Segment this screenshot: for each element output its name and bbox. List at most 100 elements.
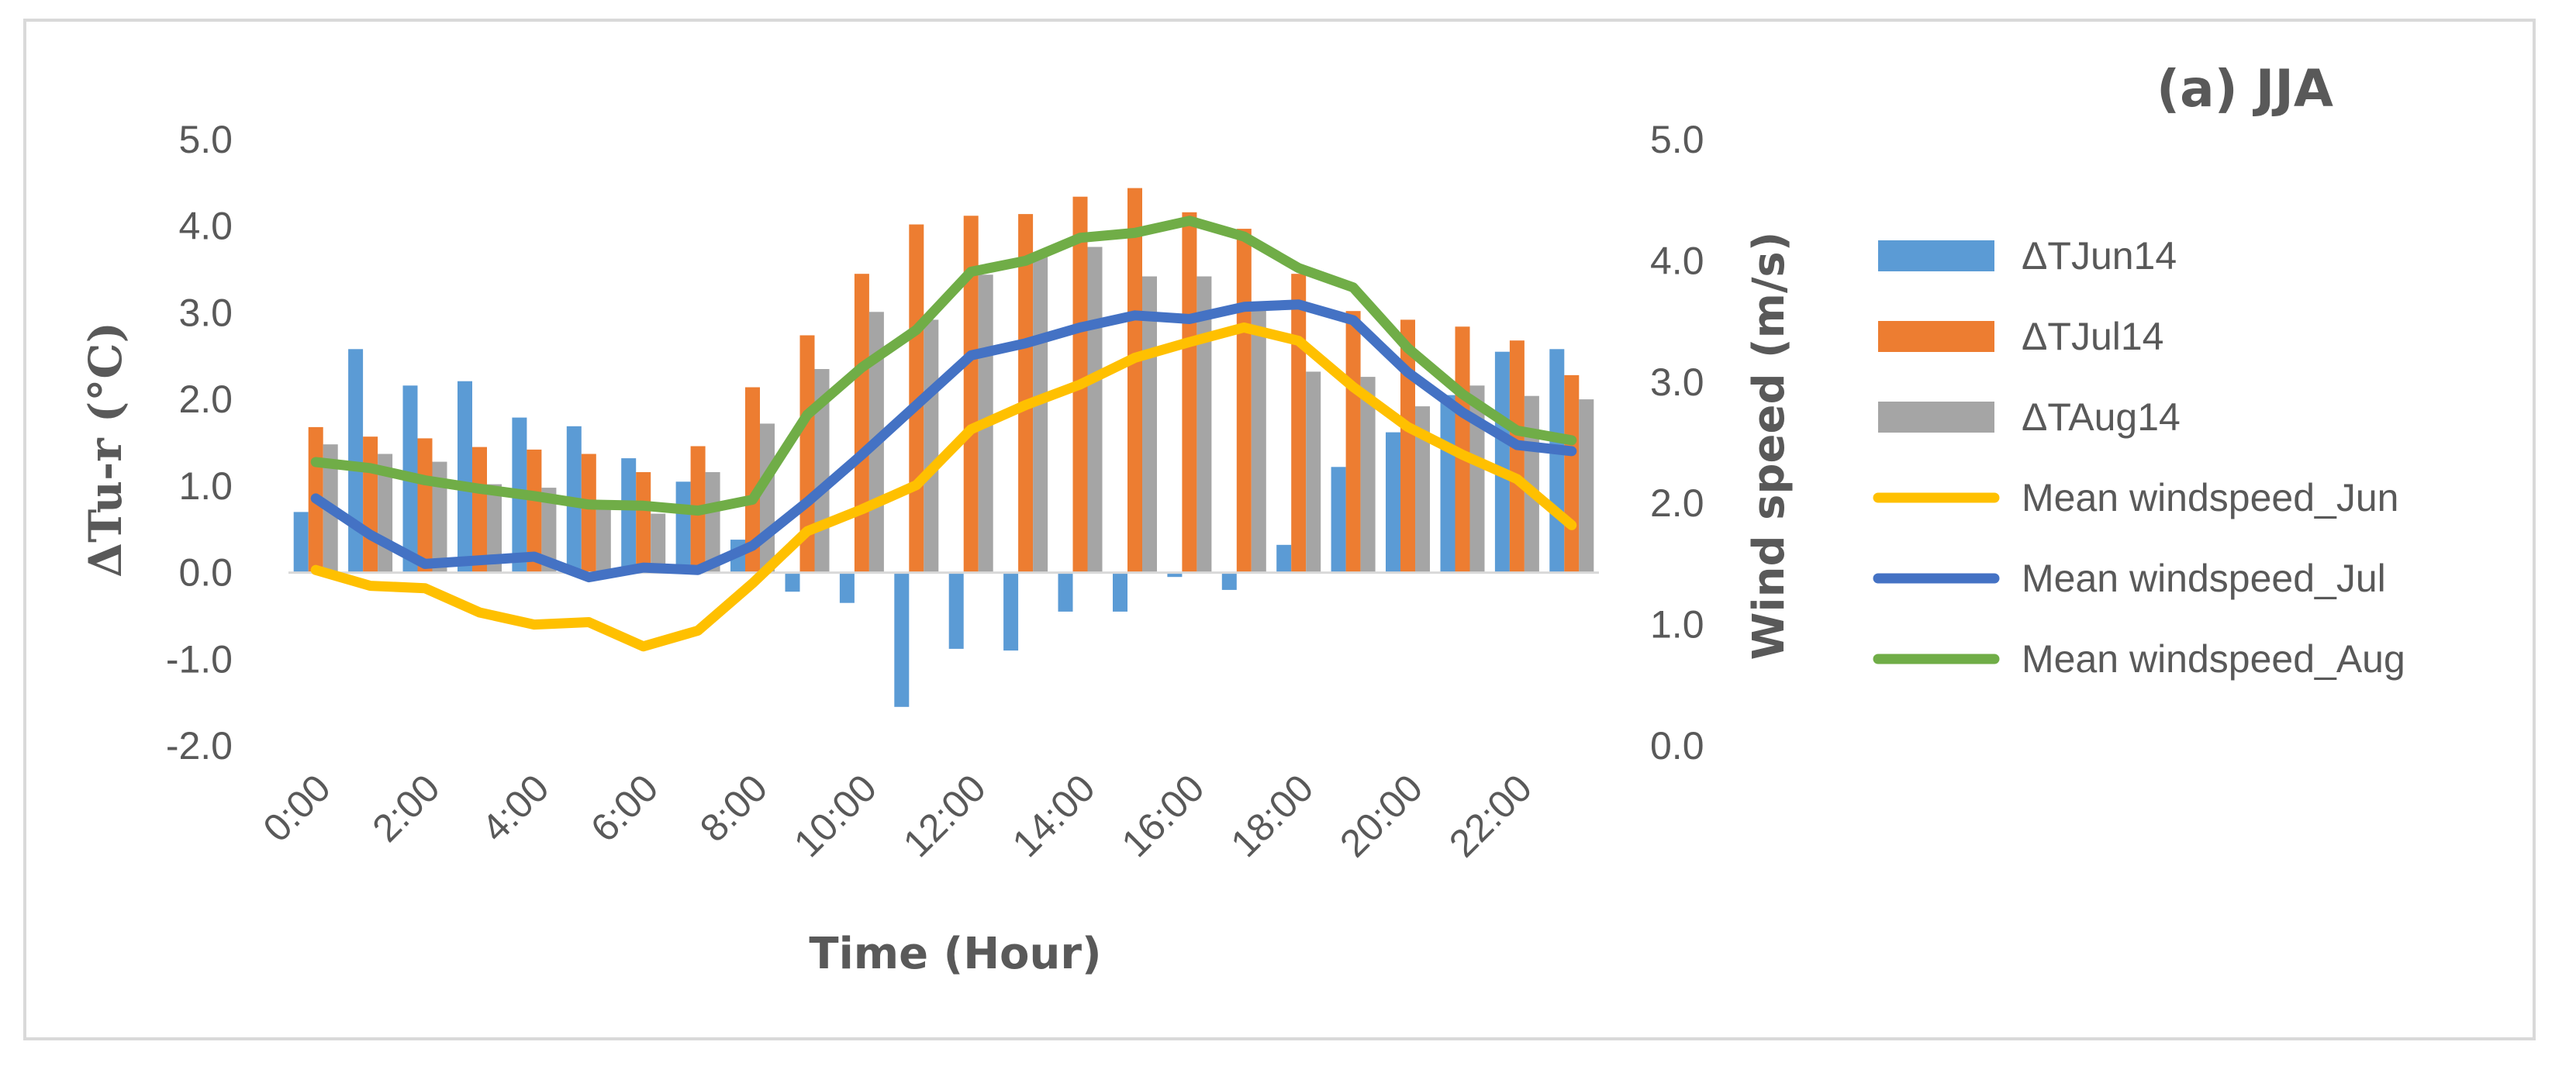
x-tick-label: 20:00: [1331, 766, 1431, 865]
bar-ΔTJun14-12: [948, 572, 964, 649]
bar-ΔTJul14-19: [1345, 311, 1361, 573]
bar-ΔTJun14-15: [1113, 572, 1127, 612]
y-tick-label: -1.0: [166, 637, 233, 681]
bar-ΔTJul14-10: [854, 274, 869, 573]
y2-tick-label: 4.0: [1650, 239, 1704, 282]
y-tick-label: 3.0: [178, 291, 233, 334]
line-Mean windspeed_Jun: [310, 322, 1577, 652]
bar-ΔTJun14-18: [1276, 544, 1292, 573]
bar-ΔTJun14-3: [458, 381, 472, 573]
legend: ΔTJun14 ΔTJul14 ΔTAug14 Mean windspeed_Jun M…: [1873, 234, 2405, 681]
bar-ΔTAug14-8: [760, 423, 775, 573]
bar-ΔTAug14-20: [1415, 406, 1430, 573]
bar-ΔTJul14-20: [1400, 319, 1415, 573]
line-Mean windspeed_Jul: [310, 299, 1577, 583]
bar-ΔTJul14-4: [527, 449, 542, 573]
bar-ΔTJun14-16: [1167, 572, 1183, 578]
x-tick-label: 22:00: [1441, 766, 1540, 865]
bar-ΔTAug14-5: [596, 502, 611, 573]
bar-ΔTJun14-19: [1331, 467, 1346, 573]
bar-ΔTJul14-15: [1127, 188, 1142, 573]
legend-swatch: [1878, 240, 1994, 271]
bar-ΔTAug14-13: [1033, 254, 1048, 573]
y-tick-label: 5.0: [178, 118, 233, 161]
bar-ΔTAug14-21: [1469, 385, 1485, 573]
bar-ΔTJul14-23: [1564, 374, 1580, 573]
y2-tick-label: 0.0: [1650, 724, 1704, 768]
bar-ΔTAug14-22: [1524, 395, 1539, 573]
y2-axis-ticks: 5.0 4.0 3.0 2.0 1.0 0.0: [1650, 118, 1704, 768]
bar-ΔTAug14-4: [541, 488, 557, 573]
x-tick-label: 12:00: [895, 766, 994, 865]
y2-tick-label: 1.0: [1650, 603, 1704, 647]
x-tick-label: 10:00: [786, 766, 885, 865]
bar-ΔTJul14-8: [745, 387, 760, 573]
legend-swatch: [1878, 321, 1994, 352]
bar-ΔTAug14-6: [651, 513, 666, 573]
y2-axis-title: Wind speed (m/s): [1744, 232, 1794, 661]
x-tick-label: 16:00: [1114, 766, 1213, 865]
bar-ΔTAug14-16: [1196, 276, 1212, 573]
x-tick-label: 14:00: [1004, 766, 1103, 865]
bar-ΔTAug14-11: [924, 319, 939, 573]
bar-ΔTJun14-1: [348, 349, 364, 573]
bar-ΔTJul14-6: [636, 472, 651, 573]
chart-title: (a) JJA: [2156, 59, 2333, 119]
bar-ΔTAug14-2: [432, 461, 447, 573]
bar-ΔTJul14-3: [472, 447, 487, 573]
bar-ΔTJun14-7: [675, 481, 691, 573]
bar-ΔTJul14-16: [1182, 212, 1197, 573]
bar-ΔTJul14-1: [363, 436, 378, 573]
bar-ΔTJul14-9: [799, 335, 815, 573]
y-axis-title: ΔTu-r (°C): [79, 322, 132, 578]
bar-ΔTAug14-7: [705, 472, 720, 573]
bar-ΔTJun14-13: [1003, 572, 1019, 651]
bar-ΔTJun14-23: [1549, 349, 1565, 573]
bar-ΔTAug14-19: [1360, 377, 1376, 573]
y-tick-label: -2.0: [166, 724, 233, 768]
bar-ΔTAug14-17: [1251, 308, 1266, 573]
bar-ΔTJun14-6: [621, 458, 637, 573]
bar-ΔTJul14-17: [1236, 229, 1252, 573]
legend-label: Mean windspeed_Jun: [2022, 476, 2398, 519]
bar-ΔTJun14-21: [1440, 395, 1455, 573]
y2-tick-label: 3.0: [1650, 361, 1704, 404]
legend-swatch: [1878, 402, 1994, 433]
bar-ΔTJul14-12: [963, 216, 979, 573]
bar-ΔTJul14-18: [1291, 274, 1307, 573]
bar-ΔTJun14-17: [1221, 572, 1237, 590]
legend-label: Mean windspeed_Aug: [2022, 637, 2405, 681]
bar-ΔTAug14-3: [487, 484, 502, 573]
bar-ΔTAug14-23: [1579, 399, 1594, 573]
x-tick-label: 4:00: [473, 766, 557, 850]
bar-series-group: [293, 188, 1594, 707]
y-tick-label: 1.0: [178, 464, 233, 508]
line-series-group: [310, 216, 1577, 652]
bar-ΔTJun14-20: [1386, 432, 1400, 573]
y-tick-label: 4.0: [178, 205, 233, 248]
x-tick-label: 0:00: [255, 766, 339, 850]
bar-ΔTJun14-11: [894, 572, 910, 707]
y-tick-label: 0.0: [178, 551, 233, 595]
x-axis-ticks: 0:00 2:00 4:00 6:00 8:00 10:00 12:00 14:00 16:00…: [255, 766, 1541, 865]
x-tick-label: 2:00: [364, 766, 447, 850]
y-axis-ticks: 5.0 4.0 3.0 2.0 1.0 0.0 -1.0 -2.0: [166, 118, 233, 768]
legend-label: ΔTAug14: [2022, 395, 2181, 439]
bar-ΔTJun14-14: [1058, 572, 1073, 612]
y2-tick-label: 5.0: [1650, 118, 1704, 161]
x-tick-label: 6:00: [582, 766, 666, 850]
y-tick-label: 2.0: [178, 378, 233, 421]
bar-ΔTJun14-10: [839, 572, 855, 603]
y2-tick-label: 2.0: [1650, 481, 1704, 525]
bar-ΔTJun14-9: [785, 572, 800, 592]
x-tick-label: 18:00: [1222, 766, 1321, 865]
bar-ΔTJun14-0: [293, 512, 309, 573]
bar-ΔTAug14-18: [1306, 371, 1321, 573]
bar-ΔTJul14-5: [581, 454, 596, 573]
legend-label: ΔTJun14: [2022, 234, 2177, 278]
legend-label: ΔTJul14: [2022, 315, 2163, 358]
bar-ΔTJul14-2: [417, 438, 433, 573]
legend-label: Mean windspeed_Jul: [2022, 557, 2386, 600]
line-Mean windspeed_Aug: [310, 216, 1577, 516]
